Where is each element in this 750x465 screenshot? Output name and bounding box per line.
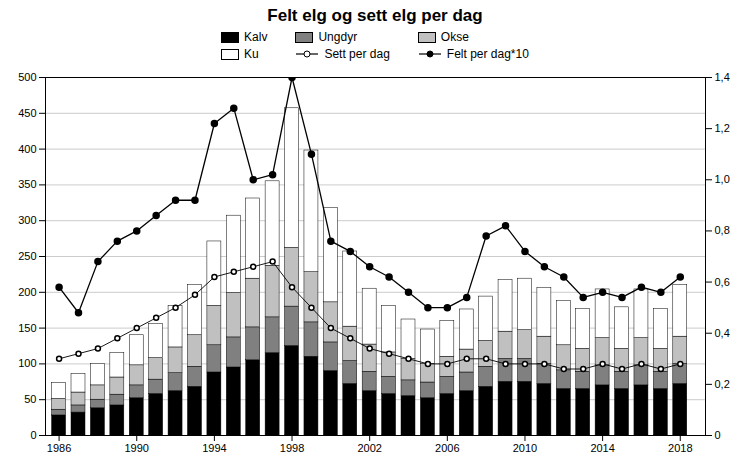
html-text:Ku: Ku (244, 47, 259, 61)
html-text:Ungdyr: Ungdyr (318, 30, 358, 44)
svg-text:0,8: 0,8 (715, 224, 730, 236)
svg-text:0,4: 0,4 (715, 327, 730, 339)
svg-text:450: 450 (18, 107, 36, 119)
svg-text:250: 250 (18, 250, 36, 262)
svg-text:1998: 1998 (280, 442, 304, 454)
svg-text:2018: 2018 (668, 442, 692, 454)
svg-text:50: 50 (24, 393, 36, 405)
svg-text:1,4: 1,4 (715, 71, 730, 83)
svg-text:150: 150 (18, 322, 36, 334)
svg-text:2014: 2014 (590, 442, 614, 454)
svg-text:400: 400 (18, 143, 36, 155)
svg-text:500: 500 (18, 71, 36, 83)
svg-text:1,0: 1,0 (715, 173, 730, 185)
svg-text:0: 0 (715, 429, 721, 441)
svg-text:2002: 2002 (357, 442, 381, 454)
svg-text:1986: 1986 (47, 442, 71, 454)
html-text:Kalv: Kalv (244, 30, 268, 44)
svg-text:2006: 2006 (435, 442, 459, 454)
html-text:Okse: Okse (440, 30, 469, 44)
svg-text:350: 350 (18, 178, 36, 190)
svg-text:0,2: 0,2 (715, 378, 730, 390)
svg-text:100: 100 (18, 357, 36, 369)
svg-text:2010: 2010 (513, 442, 537, 454)
svg-text:1990: 1990 (124, 442, 148, 454)
svg-text:1,2: 1,2 (715, 122, 730, 134)
html-text:Felt elg og sett elg per dag: Felt elg og sett elg per dag (267, 6, 483, 25)
svg-text:0,6: 0,6 (715, 276, 730, 288)
html-text:Sett per dag: Sett per dag (324, 47, 390, 61)
svg-text:0: 0 (30, 429, 36, 441)
svg-text:300: 300 (18, 214, 36, 226)
html-text:Felt per dag*10: Felt per dag*10 (446, 47, 529, 61)
svg-text:1994: 1994 (202, 442, 226, 454)
svg-text:200: 200 (18, 286, 36, 298)
